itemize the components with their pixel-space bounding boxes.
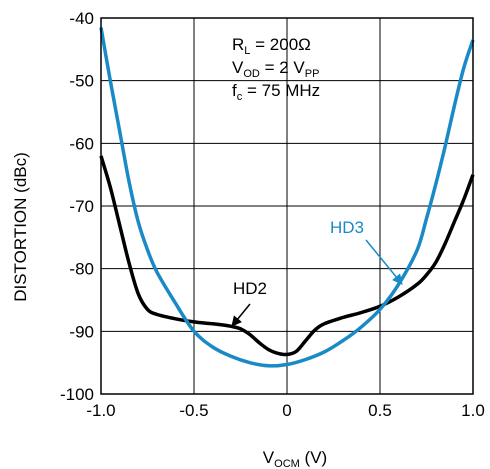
series-layer	[99, 27, 475, 368]
y-tick-label: -80	[69, 260, 94, 279]
y-axis-label: DISTORTION (dBc)	[11, 152, 30, 302]
x-axis-label-main: V	[263, 448, 275, 467]
y-tick-label: -90	[69, 322, 94, 341]
x-tick-label: -0.5	[179, 401, 208, 420]
series-line-hd3	[99, 27, 475, 368]
x-axis-label-unit: (V)	[300, 448, 327, 467]
condition-frequency: fc = 75 MHz	[232, 81, 320, 103]
y-tick-label: -70	[69, 197, 94, 216]
x-tick-labels: -1.0 -0.5 0 0.5 1.0	[86, 401, 484, 420]
hd2-label: HD2	[233, 279, 267, 298]
x-tick-label: -1.0	[86, 401, 115, 420]
series-line-hd2	[99, 155, 475, 357]
y-tick-label: -100	[60, 385, 94, 404]
hd2-arrow	[231, 303, 251, 327]
plot-frame	[100, 17, 474, 395]
x-tick-label: 1.0	[461, 401, 485, 420]
x-axis-label: VOCM (V)	[263, 448, 327, 469]
y-tick-labels: -100 -90 -80 -70 -60 -50 -40	[60, 9, 94, 404]
x-tick-label: 0	[282, 401, 291, 420]
y-tick-label: -60	[69, 134, 94, 153]
hd3-arrow	[365, 239, 403, 285]
x-axis-label-sub: OCM	[274, 458, 300, 469]
condition-output-voltage: VOD = 2 VPP	[232, 58, 319, 80]
x-tick-label: 0.5	[368, 401, 392, 420]
y-tick-label: -50	[69, 72, 94, 91]
hd3-label: HD3	[330, 218, 364, 237]
test-conditions: RL = 200Ω VOD = 2 VPP fc = 75 MHz	[232, 35, 320, 103]
condition-load: RL = 200Ω	[232, 35, 311, 57]
y-tick-label: -40	[69, 9, 94, 28]
